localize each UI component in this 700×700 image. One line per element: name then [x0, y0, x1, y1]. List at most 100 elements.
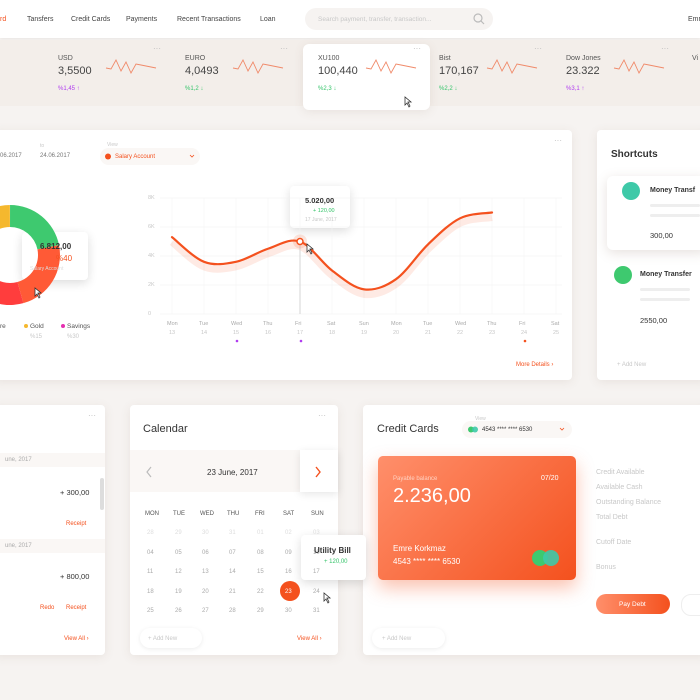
event-dot: [299, 339, 303, 343]
x-tick-date: 18: [329, 329, 336, 336]
card-number: 4543 **** **** 6530: [482, 427, 533, 434]
mc-logo: [543, 550, 559, 566]
view-label: View: [107, 142, 118, 148]
calendar-day: 18: [147, 589, 154, 596]
view-all: View All ›: [64, 636, 89, 643]
x-tick-date: 21: [425, 329, 432, 336]
pay-button[interactable]: [596, 594, 670, 614]
event-name: Utility Bill: [314, 545, 351, 555]
ticker-name: Bist: [439, 55, 451, 63]
y-tick-label: 4K: [148, 252, 155, 259]
nav-item: Recent Transactions: [177, 16, 241, 24]
weekday: SUN: [311, 511, 324, 518]
event-tooltip: [301, 535, 366, 580]
ticker-change: %3,1 ↑: [566, 86, 585, 93]
ticker-name: Dow Jones: [566, 55, 601, 63]
sparkline: [105, 59, 157, 74]
ticker-value: 3,5500: [58, 65, 92, 78]
detail-label: Total Debt: [596, 514, 628, 522]
x-tick-label: Fri: [295, 320, 302, 327]
x-tick-label: Fri: [519, 320, 526, 327]
transaction-amount: + 300,00: [60, 488, 90, 497]
nav-item: Tansfers: [27, 16, 54, 24]
x-tick-label: Sat: [327, 320, 336, 327]
view-all: View All ›: [297, 636, 322, 643]
card-expiry: 07/20: [541, 475, 559, 483]
x-tick-date: 16: [265, 329, 272, 336]
line-series: [170, 211, 494, 291]
x-tick-label: Wed: [231, 320, 243, 327]
cursor-icon: [404, 96, 413, 108]
donut-segment: [0, 281, 24, 305]
calendar-day: 10: [313, 550, 320, 557]
pay-button-label: Pay Debt: [619, 600, 646, 608]
calendar-day: 02: [285, 530, 292, 537]
tooltip-change: + 120,00: [313, 207, 335, 214]
card-holder: Emre Korkmaz: [393, 543, 446, 553]
ticker-highlight[interactable]: [303, 44, 430, 110]
ticker-value: 170,167: [439, 65, 479, 78]
add-button[interactable]: [140, 628, 202, 648]
x-tick-date: 25: [553, 329, 560, 336]
shortcut-amount: 2550,00: [640, 316, 668, 325]
calendar-day: 03: [313, 530, 320, 537]
text-placeholder: [640, 288, 690, 291]
transaction-amount: + 800,00: [60, 572, 90, 581]
group-header: [0, 453, 105, 467]
balance-label: Payable balance: [393, 476, 438, 483]
x-tick-date: 14: [201, 329, 208, 336]
cursor-icon: [323, 592, 332, 604]
donut-segment: [0, 205, 10, 229]
balance-value: 2.236,00: [393, 485, 471, 507]
text-placeholder: [650, 204, 700, 207]
calendar-day: 22: [257, 589, 264, 596]
search-box[interactable]: [305, 8, 493, 30]
ticker-value: 23.322: [566, 65, 600, 78]
date-to: 24.06.2017: [40, 153, 71, 160]
add-button[interactable]: [372, 628, 445, 648]
detail-label: Cutoff Date: [596, 539, 632, 547]
add-new: + Add New: [382, 636, 412, 643]
y-tick-label: 8K: [148, 194, 155, 201]
secondary-button[interactable]: [681, 594, 700, 616]
calendar-day: 12: [175, 569, 182, 576]
search-icon: [473, 13, 483, 23]
mc-dot: [472, 426, 478, 433]
x-tick-label: Thu: [487, 320, 497, 327]
calendar-day: 08: [257, 550, 264, 557]
x-tick-date: 22: [457, 329, 464, 336]
search-placeholder: Search payment, transfer, transaction...: [318, 15, 432, 23]
nav-item: rd: [0, 16, 7, 24]
weekday: THU: [227, 511, 240, 518]
x-tick-label: Mon: [167, 320, 178, 327]
x-tick-date: 24: [521, 329, 528, 336]
selected-day: [280, 581, 300, 601]
calendar-day: 09: [285, 550, 292, 557]
card-select[interactable]: [462, 421, 572, 438]
add-new: + Add New: [617, 362, 647, 369]
weekday: WED: [200, 511, 214, 518]
weekday: TUE: [173, 511, 185, 518]
menu-dots: ···: [554, 136, 562, 145]
calendar-day: 06: [202, 550, 209, 557]
sparkline: [232, 59, 284, 74]
tooltip-date: 17 June, 2017: [305, 217, 337, 223]
date-from: 06.2017: [0, 153, 22, 160]
x-tick-date: 15: [233, 329, 240, 336]
legend-name: Gold: [30, 322, 44, 330]
sparkline: [486, 59, 538, 74]
calendar-day: 16: [285, 569, 292, 576]
ticker-value: 100,440: [318, 65, 358, 78]
shortcut-icon: [622, 182, 640, 200]
account-select[interactable]: [100, 148, 200, 165]
calendar-day: 30: [202, 530, 209, 537]
x-tick-label: Sun: [359, 320, 369, 327]
x-tick-label: Mon: [391, 320, 402, 327]
tooltip-value: 6.812,00: [40, 241, 72, 251]
nav-item: Credit Cards: [71, 16, 111, 24]
calendar-day: 15: [257, 569, 264, 576]
add-new: + Add New: [148, 636, 178, 643]
ticker-name: Vi: [692, 55, 699, 63]
